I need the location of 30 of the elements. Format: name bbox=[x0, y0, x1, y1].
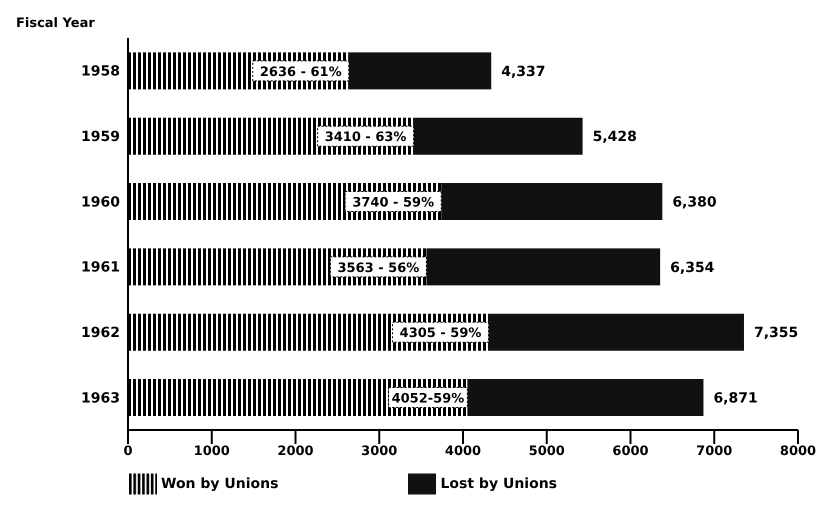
legend-label: Won by Unions bbox=[161, 476, 278, 492]
total-label: 6,871 bbox=[713, 390, 758, 407]
x-tick-label: 4000 bbox=[444, 444, 482, 460]
x-tick-label: 0 bbox=[123, 444, 133, 460]
total-label: 6,354 bbox=[670, 260, 715, 276]
data-label: 4052-59% bbox=[392, 392, 464, 407]
data-label: 2636 - 61% bbox=[260, 64, 342, 80]
y-tick-label: 1963 bbox=[81, 390, 120, 406]
x-tick-label: 2000 bbox=[277, 444, 314, 460]
y-tick-label: 1959 bbox=[81, 128, 120, 145]
y-tick-label: 1958 bbox=[81, 64, 120, 80]
x-tick-label: 8000 bbox=[780, 444, 816, 460]
x-tick-label: 1000 bbox=[194, 444, 230, 460]
total-label: 5,428 bbox=[592, 129, 637, 146]
total-label: 7,355 bbox=[754, 325, 798, 342]
total-label: 4,337 bbox=[501, 64, 546, 80]
legend-label: Lost by Unions bbox=[440, 476, 557, 492]
data-label: 4305 - 59% bbox=[400, 326, 482, 342]
data-label: 3740 - 59% bbox=[352, 196, 434, 211]
x-tick-label: 6000 bbox=[612, 444, 649, 460]
y-axis-title: Fiscal Year bbox=[16, 16, 95, 31]
y-tick-label: 1961 bbox=[81, 260, 120, 276]
y-tick-label: 1960 bbox=[81, 194, 120, 210]
data-label: 3410 - 63% bbox=[324, 130, 406, 146]
x-tick-label: 5000 bbox=[528, 444, 565, 460]
total-label: 6,380 bbox=[672, 194, 717, 211]
data-label: 3563 - 56% bbox=[338, 260, 420, 276]
y-tick-label: 1962 bbox=[81, 324, 120, 341]
x-tick-label: 7000 bbox=[696, 444, 732, 460]
x-tick-label: 3000 bbox=[361, 444, 398, 460]
